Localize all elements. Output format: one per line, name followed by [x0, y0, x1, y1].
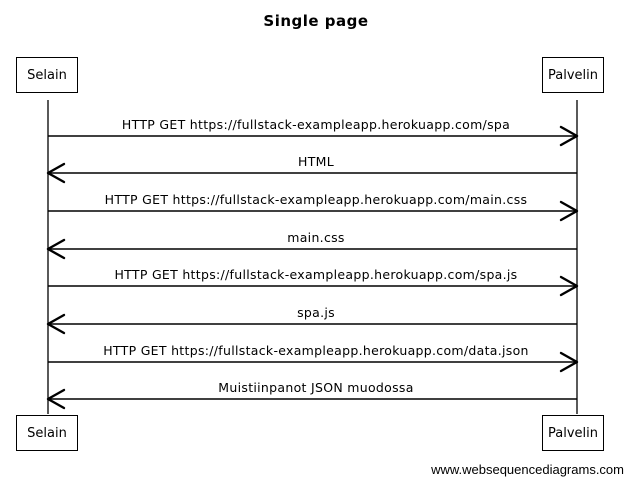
participant-label: Palvelin: [548, 68, 598, 83]
participant-top-left: Selain: [16, 57, 78, 93]
message-label: spa.js: [0, 305, 632, 320]
message-label: HTML: [0, 154, 632, 169]
message-label: HTTP GET https://fullstack-exampleapp.he…: [0, 117, 632, 132]
message-label: HTTP GET https://fullstack-exampleapp.he…: [0, 267, 632, 282]
participant-bottom-left: Selain: [16, 415, 78, 451]
participant-bottom-right: Palvelin: [542, 415, 604, 451]
message-label: Muistiinpanot JSON muodossa: [0, 380, 632, 395]
message-label: HTTP GET https://fullstack-exampleapp.he…: [0, 192, 632, 207]
participant-label: Palvelin: [548, 426, 598, 441]
participant-top-right: Palvelin: [542, 57, 604, 93]
participant-label: Selain: [27, 426, 67, 441]
watermark: www.websequencediagrams.com: [431, 462, 624, 477]
message-label: main.css: [0, 230, 632, 245]
message-label: HTTP GET https://fullstack-exampleapp.he…: [0, 343, 632, 358]
participant-label: Selain: [27, 68, 67, 83]
diagram-title: Single page: [0, 12, 632, 30]
